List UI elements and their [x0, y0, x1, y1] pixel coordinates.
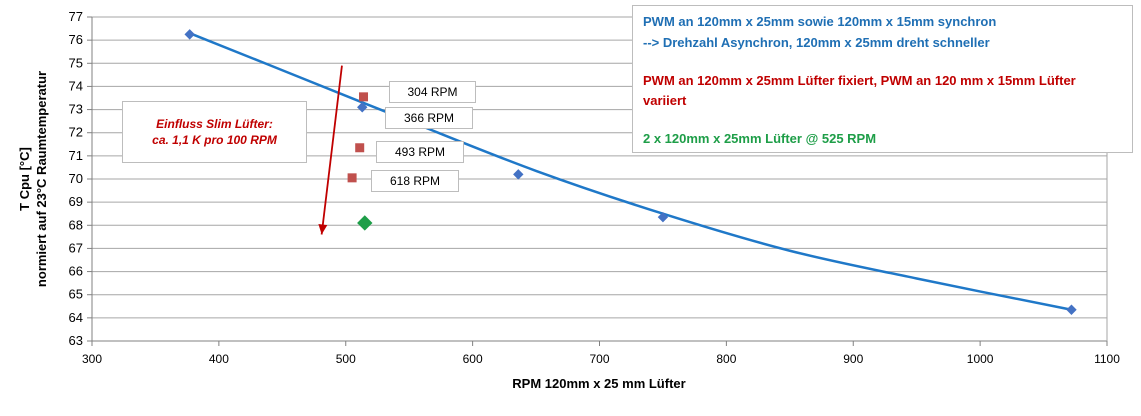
y-tick-label-71: 71 [69, 148, 83, 163]
x-tick-label-500: 500 [336, 352, 356, 366]
legend: PWM an 120mm x 25mm sowie 120mm x 15mm s… [632, 5, 1133, 153]
y-tick-label-65: 65 [69, 287, 83, 302]
y-tick-label-74: 74 [69, 78, 83, 93]
y-tick-label-67: 67 [69, 240, 83, 255]
point-series1-1 [184, 29, 195, 40]
arrow-layer [318, 65, 343, 235]
trendline-synchron [189, 32, 1072, 311]
data-points [184, 29, 1077, 315]
y-tick-label-63: 63 [69, 333, 83, 348]
x-axis-label: RPM 120mm x 25 mm Lüfter [512, 376, 685, 391]
x-tick-label-600: 600 [463, 352, 483, 366]
x-tick-label-800: 800 [716, 352, 736, 366]
y-tick-label-75: 75 [69, 55, 83, 70]
y-axis-label-line1: T Cpu [°C] [17, 147, 32, 211]
influence-arrow-line [320, 65, 343, 235]
y-tick-label-64: 64 [69, 310, 83, 325]
point-series2-2 [355, 143, 365, 153]
point-series2-3 [347, 173, 357, 183]
axes: 63 64 65 66 67 68 69 70 71 72 73 74 75 76 77 300 400 500 6… [69, 9, 1121, 366]
point-series1-5 [1066, 304, 1077, 315]
rpm-label-493: 493 RPM [376, 141, 464, 163]
trendline-layer [189, 32, 1072, 311]
point-series2-1 [359, 92, 369, 102]
y-axis-label-line2: normiert auf 23°C Raumtemperatur [34, 71, 49, 287]
point-series3-1 [357, 215, 373, 231]
y-tick-label-70: 70 [69, 171, 83, 186]
x-tick-label-700: 700 [589, 352, 609, 366]
rpm-label-366: 366 RPM [385, 107, 473, 129]
annotation-line-2: ca. 1,1 K pro 100 RPM [152, 133, 277, 147]
point-series1-3 [513, 169, 524, 180]
y-tick-label-73: 73 [69, 102, 83, 117]
legend-line-2x120mm: 2 x 120mm x 25mm Lüfter @ 525 RPM [643, 131, 877, 146]
x-tick-label-1000: 1000 [967, 352, 994, 366]
annotation-box: Einfluss Slim Lüfter: ca. 1,1 K pro 100 … [122, 101, 307, 163]
y-tick-label-76: 76 [69, 32, 83, 47]
annotation-line-1: Einfluss Slim Lüfter: [156, 117, 273, 131]
point-series1-2 [357, 102, 368, 113]
y-tick-label-72: 72 [69, 125, 83, 140]
rpm-label-304: 304 RPM [389, 81, 476, 103]
influence-arrow-head [318, 224, 328, 235]
x-tick-label-1100: 1100 [1094, 352, 1120, 366]
legend-line-variiert: variiert [643, 93, 687, 108]
y-tick-label-68: 68 [69, 217, 83, 232]
y-tick-label-77: 77 [69, 9, 83, 24]
x-tick-label-300: 300 [82, 352, 102, 366]
point-series1-4 [657, 211, 669, 223]
y-tick-label-66: 66 [69, 264, 83, 279]
rpm-label-618: 618 RPM [371, 170, 459, 192]
legend-line-synchron: PWM an 120mm x 25mm sowie 120mm x 15mm s… [643, 14, 997, 29]
y-tick-label-69: 69 [69, 194, 83, 209]
x-tick-label-400: 400 [209, 352, 229, 366]
legend-line-asynchron: --> Drehzahl Asynchron, 120mm x 25mm dre… [643, 35, 990, 50]
legend-line-fixiert: PWM an 120mm x 25mm Lüfter fixiert, PWM … [643, 73, 1076, 88]
x-tick-label-900: 900 [843, 352, 863, 366]
